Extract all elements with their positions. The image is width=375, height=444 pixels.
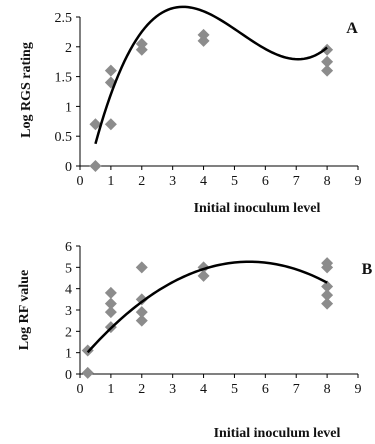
y-tick-label: 1.5 [55,71,73,86]
x-tick-label: 1 [107,174,114,189]
x-tick-label: 9 [355,382,362,397]
data-point [104,286,117,299]
x-tick-label: 9 [355,174,362,189]
data-point [197,269,210,282]
y-tick-label: 0 [65,368,72,383]
y-tick-label: 1 [65,100,72,115]
x-tick-label: 0 [77,174,84,189]
data-point [321,55,334,68]
data-point [321,257,334,270]
x-tick-label: 8 [324,174,331,189]
y-tick-label: 6 [65,240,72,255]
data-point [81,366,94,379]
data-point [135,261,148,274]
y-tick-label: 4 [65,283,72,298]
data-point [321,297,334,310]
data-point [321,289,334,302]
x-tick-label: 5 [231,174,238,189]
x-tick-label: 4 [200,174,207,189]
y-axis-title: Log RGS rating [19,42,34,138]
data-point [197,28,210,41]
data-point [321,64,334,77]
data-point [104,297,117,310]
chart-panel-b: 0 1 2 3 4 5 6 7 8 9 0 1 2 3 4 5 6 Initial inoculum level L… [17,240,373,441]
x-tick-label: 7 [293,174,300,189]
x-tick-label: 6 [262,174,269,189]
y-tick-label: 1 [65,347,72,362]
data-point [104,306,117,319]
x-tick-label: 5 [231,382,238,397]
trendline [86,260,328,354]
data-point [135,293,148,306]
panel-label: B [362,261,373,278]
data-point [89,118,102,131]
data-point [321,280,334,293]
y-tick-label: 2.5 [55,11,73,26]
chart-panel-a: 0 1 2 3 4 5 6 7 8 9 0 0.5 1 1.5 2 2.5 Initial inoculum l… [19,5,362,216]
data-point [135,314,148,327]
data-point [104,64,117,77]
y-axis-title: Log RF value [17,270,32,350]
x-tick-label: 3 [169,174,176,189]
x-tick-label: 1 [107,382,114,397]
y-tick-label: 5 [65,261,72,276]
x-axis-title: Initial inoculum level [194,201,321,216]
y-tick-label: 0.5 [55,130,73,145]
panel-label: A [346,20,358,37]
x-tick-label: 8 [324,382,331,397]
x-tick-label: 7 [293,382,300,397]
y-tick-label: 3 [65,304,72,319]
y-tick-label: 2 [65,41,72,56]
x-tick-label: 0 [77,382,84,397]
data-point [89,160,102,172]
data-point [104,118,117,131]
data-point [321,43,334,56]
data-point [135,306,148,319]
x-tick-label: 2 [138,382,145,397]
x-axis-title: Initial inoculum level [214,426,341,441]
data-point [135,37,148,50]
x-tick-label: 6 [262,382,269,397]
trendline [94,5,328,145]
y-tick-label: 2 [65,325,72,340]
y-tick-label: 0 [65,160,72,175]
x-tick-label: 2 [138,174,145,189]
x-tick-label: 4 [200,382,207,397]
x-tick-label: 3 [169,382,176,397]
